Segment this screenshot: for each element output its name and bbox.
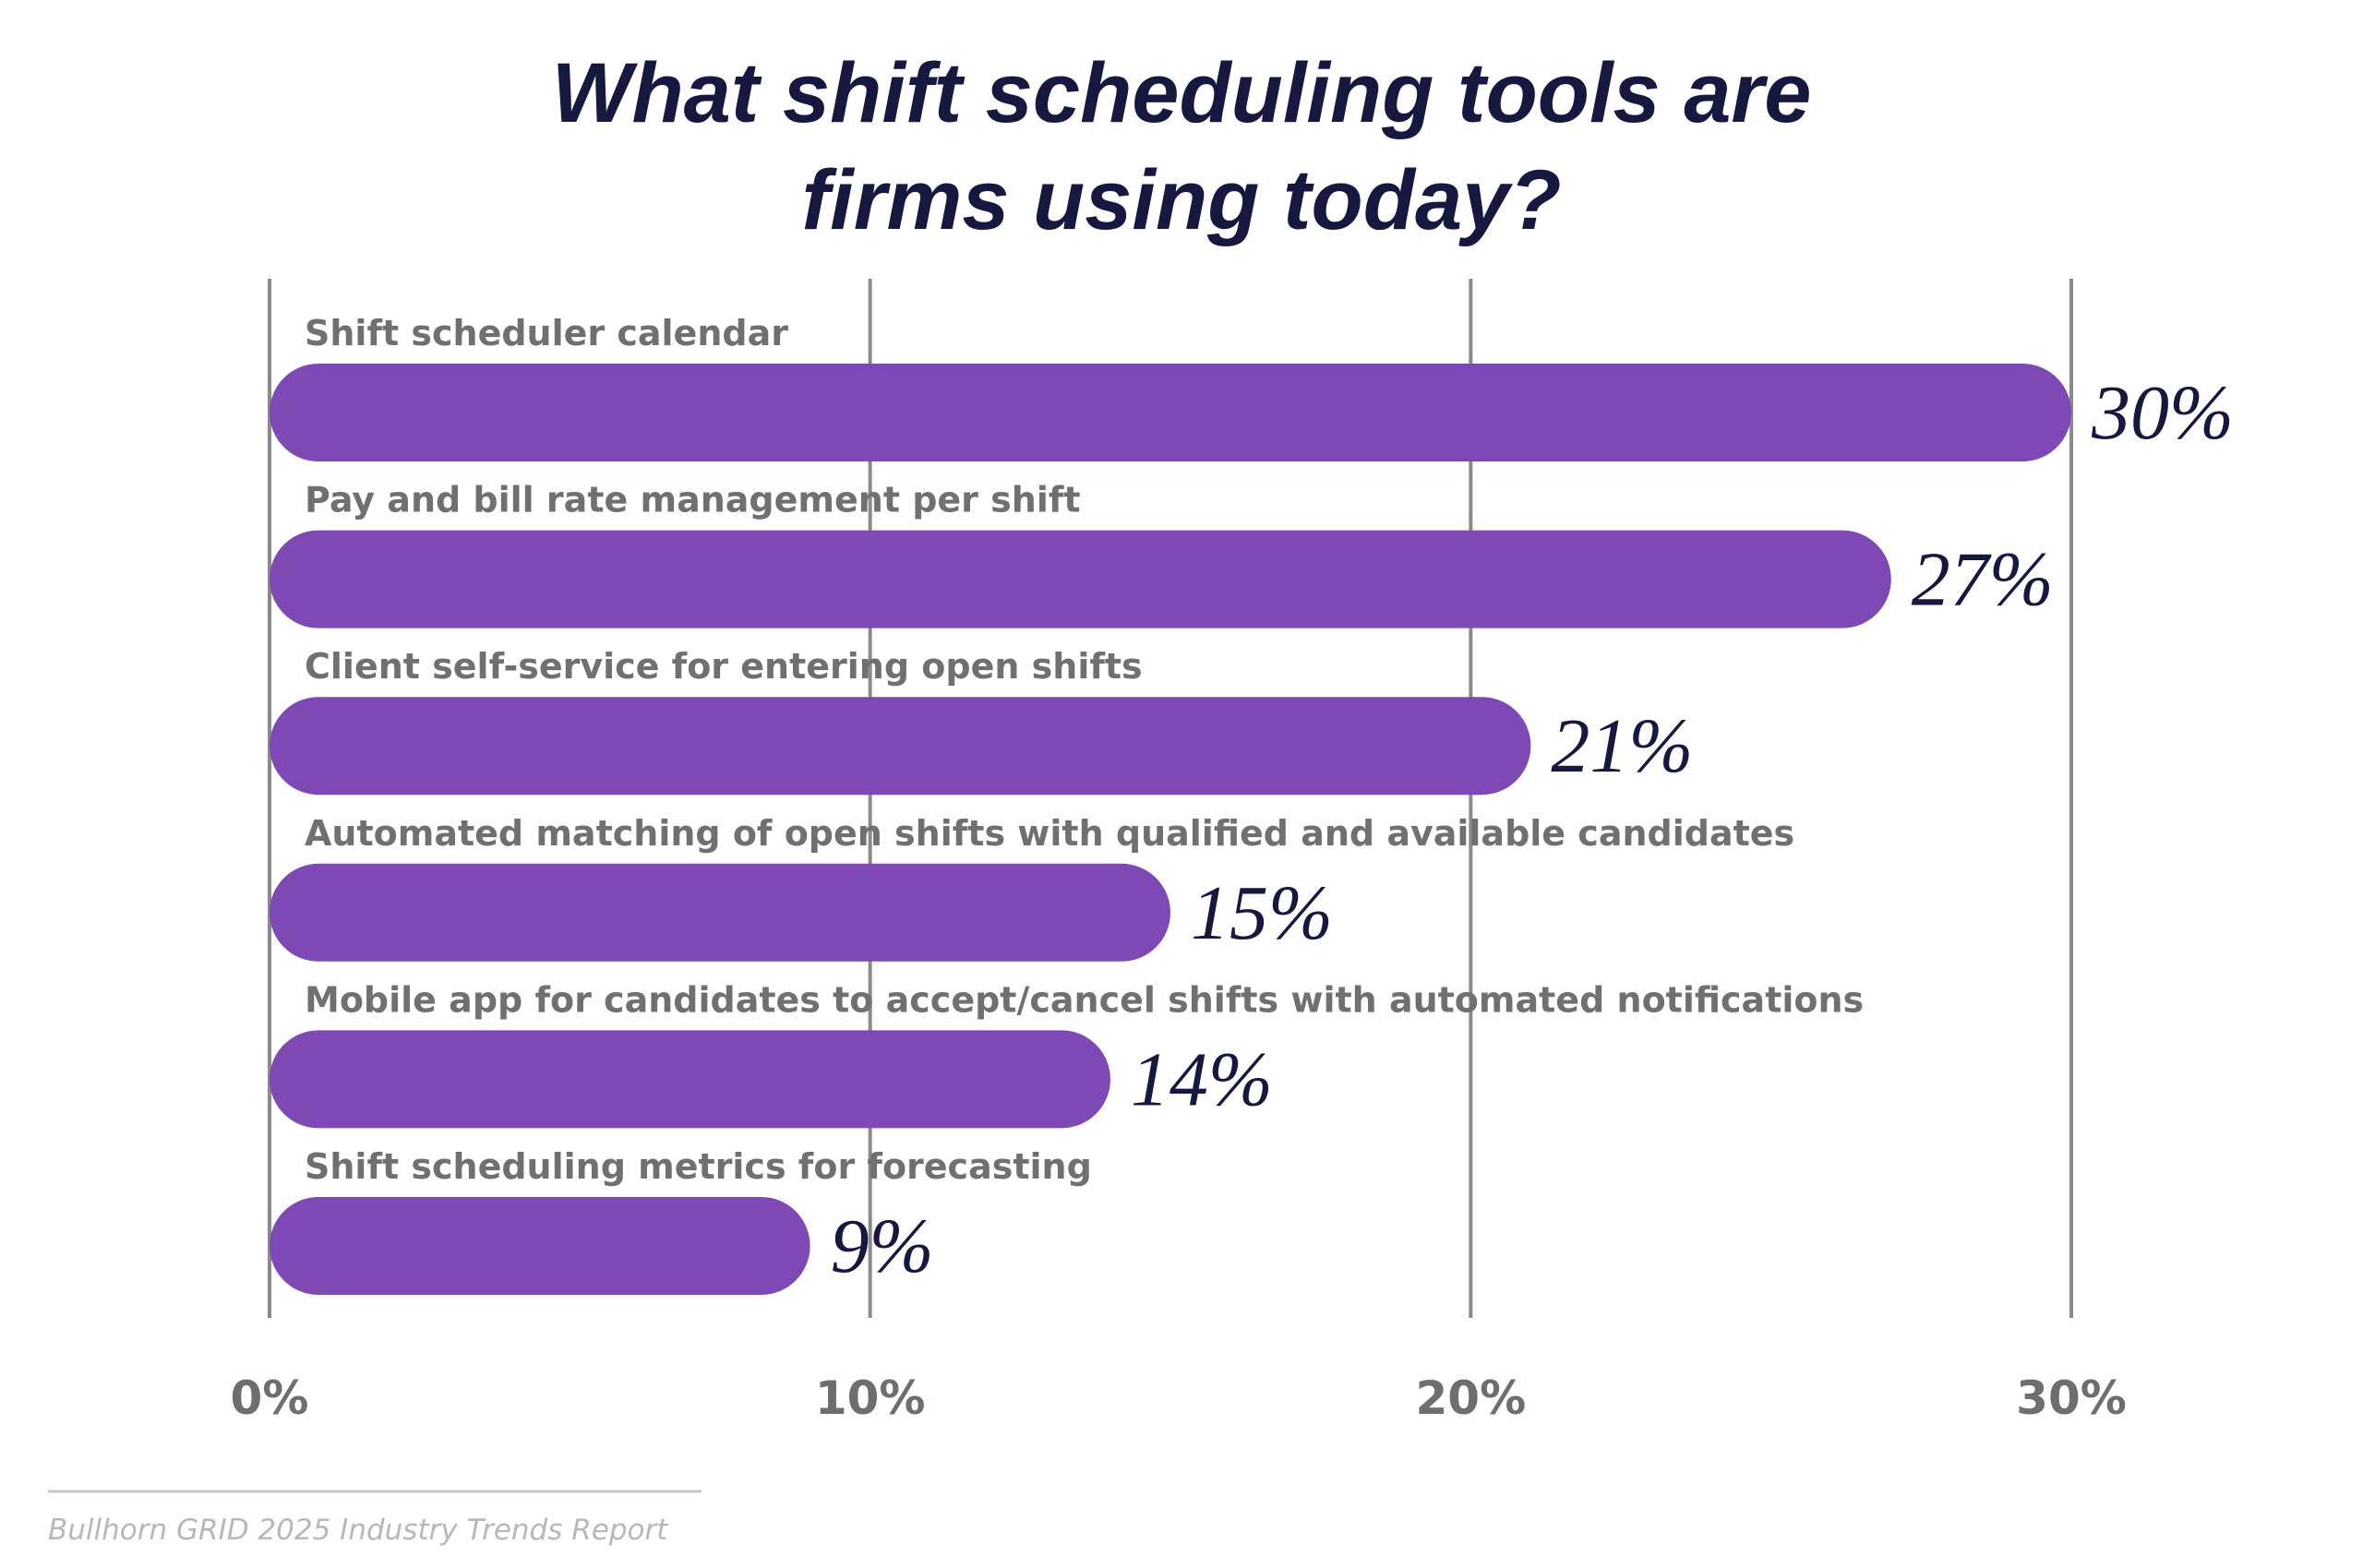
x-tick-label-2: 20% (1415, 1371, 1526, 1425)
bar-1 (270, 530, 1891, 628)
category-label-5: Shift scheduling metrics for forecasting (305, 1146, 1092, 1187)
value-label-2: 21% (1551, 703, 1693, 789)
chart-title-line-2: firms using today? (802, 153, 1562, 247)
value-label-1: 27% (1912, 537, 2054, 623)
category-label-1: Pay and bill rate management per shift (305, 480, 1081, 521)
value-label-0: 30% (2091, 370, 2234, 456)
bars-group: Shift scheduler calendar 30% Pay and bill … (270, 313, 2234, 1295)
value-label-4: 14% (1131, 1036, 1273, 1122)
category-label-4: Mobile app for candidates to accept/canc… (305, 979, 1864, 1020)
bar-3 (270, 863, 1170, 962)
category-label-3: Automated matching of open shifts with q… (305, 813, 1794, 854)
x-tick-label-0: 0% (231, 1371, 309, 1425)
x-axis-ticks: 0% 10% 20% 30% (231, 1371, 2127, 1425)
category-label-2: Client self-service for entering open sh… (305, 646, 1143, 687)
x-tick-label-3: 30% (2016, 1371, 2127, 1425)
value-label-5: 9% (831, 1203, 934, 1289)
bar-4 (270, 1030, 1110, 1129)
source-note: Bullhorn GRID 2025 Industry Trends Repor… (48, 1514, 669, 1547)
bar-2 (270, 697, 1531, 796)
category-label-0: Shift scheduler calendar (305, 313, 788, 353)
x-tick-label-1: 10% (815, 1371, 926, 1425)
chart-title-line-1: What shift scheduling tools are (552, 46, 1812, 140)
value-label-3: 15% (1191, 870, 1333, 956)
bar-0 (270, 364, 2071, 461)
bar-5 (270, 1197, 810, 1295)
